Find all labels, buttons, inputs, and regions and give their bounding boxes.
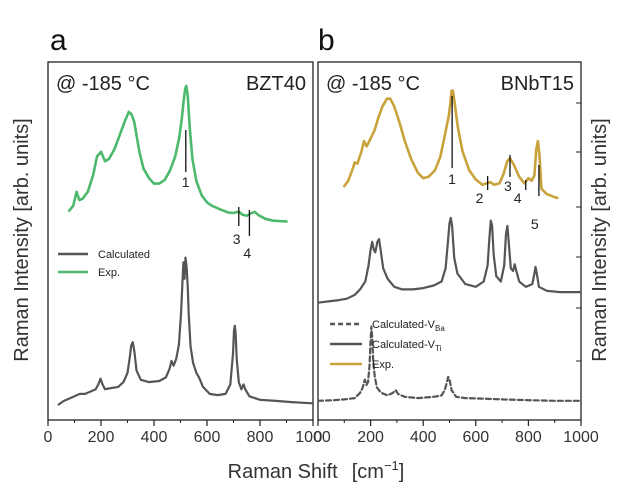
x-tick-label: 800: [247, 429, 274, 446]
peak-label-3: 3: [504, 178, 512, 194]
x-axis-title-unit: [cm: [352, 461, 384, 483]
x-tick-label: 1000: [563, 429, 599, 446]
x-tick-label: 400: [410, 429, 437, 446]
x-tick-label: 0: [44, 429, 53, 446]
x-axis-title-main: Raman Shift: [228, 461, 338, 483]
x-axis-title: Raman Shift [cm−1]: [228, 458, 405, 483]
panel-a-sample: BZT40: [246, 73, 306, 95]
panel-a-temperature: @ -185 °C: [56, 73, 150, 95]
peak-label-1: 1: [182, 174, 190, 190]
panel-b-sample: BNbT15: [501, 73, 574, 95]
peak-label-2: 2: [476, 190, 484, 206]
x-tick-label: 1000: [295, 429, 331, 446]
x-tick-label: 600: [194, 429, 221, 446]
legend-label: Calculated: [98, 249, 150, 261]
series-line-exp-: [67, 84, 288, 223]
x-tick-label: 200: [357, 429, 384, 446]
x-tick-label: 200: [88, 429, 115, 446]
x-tick-label: 400: [141, 429, 168, 446]
series-line-calculated-vti: [318, 216, 581, 304]
legend-label-subscript: Ba: [435, 324, 445, 333]
peak-label-4: 4: [514, 190, 522, 206]
series-line-exp-: [343, 89, 559, 200]
legend-label: Exp.: [372, 359, 394, 371]
y-axis-title-left: Raman Intensity [arb. units]: [11, 118, 33, 361]
series-line-calculated: [57, 256, 313, 406]
panel-b-letter: b: [318, 24, 335, 57]
x-axis-title-unit-end: ]: [399, 461, 405, 483]
legend-label: Exp.: [98, 267, 120, 279]
peak-label-3: 3: [233, 231, 241, 247]
legend-label: Calculated-VBa: [372, 319, 445, 333]
x-axis-title-unit-sup: −1: [384, 458, 399, 473]
x-tick-label: 800: [515, 429, 542, 446]
x-tick-label: 600: [462, 429, 489, 446]
series-line-calculated-vba: [318, 325, 581, 402]
panel-b-temperature: @ -185 °C: [326, 73, 420, 95]
panel-a-plot: 0 200 400 600 800 1000 1 34 Calculated Exp.: [44, 84, 331, 446]
legend-label: Calculated-VTi: [372, 339, 442, 353]
y-axis-title-right: Raman Intensity [arb. units]: [589, 118, 611, 361]
panel-b-plot: 0 200 400 600 800 1000 1 2 345 Calculated-VBa Calc…: [314, 89, 599, 446]
peak-label-1: 1: [448, 171, 456, 187]
panel-a-letter: a: [50, 24, 67, 57]
peak-label-5: 5: [531, 216, 539, 232]
panel-a-frame: [47, 61, 314, 421]
legend-label-subscript: Ti: [435, 344, 442, 353]
peak-label-4: 4: [243, 245, 251, 261]
x-tick-label: 0: [314, 429, 323, 446]
